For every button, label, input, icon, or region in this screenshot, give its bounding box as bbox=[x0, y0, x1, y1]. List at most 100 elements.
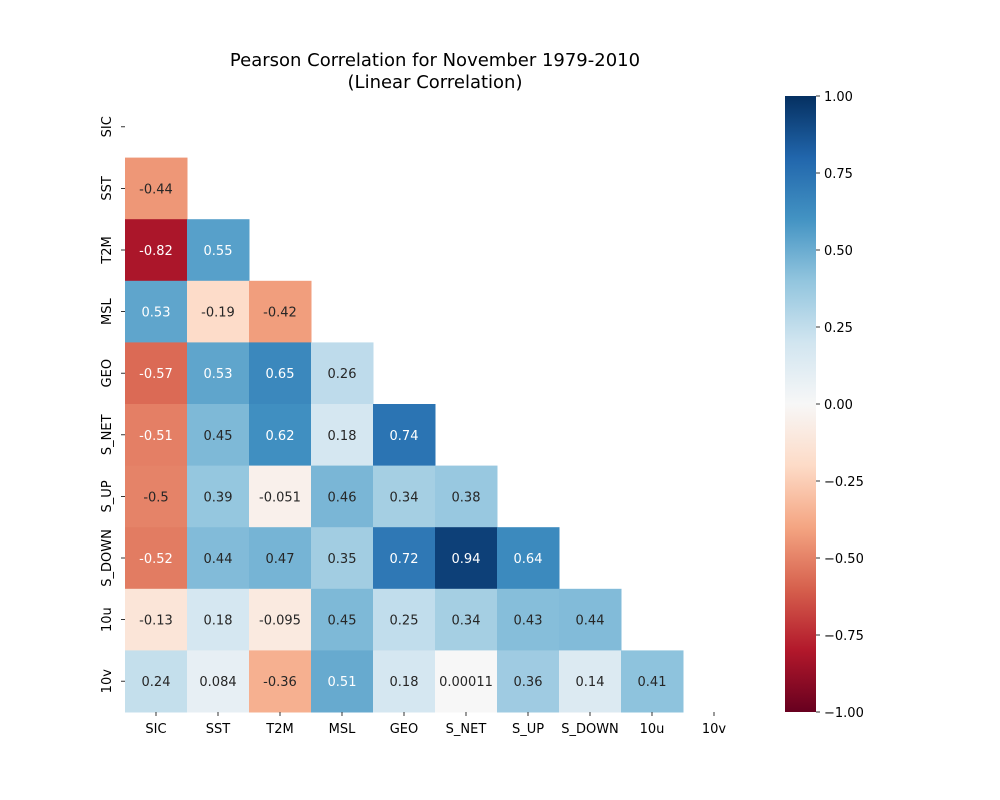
heatmap-cell-label-S_DOWN-SST: 0.44 bbox=[204, 552, 233, 567]
heatmap-cell-10u-SIC bbox=[125, 588, 188, 651]
y-tick-label-T2M: T2M bbox=[100, 236, 115, 264]
heatmap-cell-label-10u-GEO: 0.25 bbox=[390, 614, 419, 629]
heatmap-cell-S_DOWN-S_NET bbox=[435, 527, 498, 590]
heatmap-cell-label-10v-S_UP: 0.36 bbox=[514, 675, 543, 690]
heatmap-cell-label-S_DOWN-T2M: 0.47 bbox=[266, 552, 295, 567]
heatmap-cell-label-10v-T2M: -0.36 bbox=[263, 675, 297, 690]
heatmap-cell-GEO-SIC bbox=[125, 342, 188, 405]
y-tick-label-10u: 10u bbox=[100, 607, 115, 632]
heatmap-cell-S_DOWN-SST bbox=[187, 527, 250, 590]
heatmap-cell-GEO-SST bbox=[187, 342, 250, 405]
heatmap-cell-label-MSL-SST: -0.19 bbox=[201, 306, 235, 321]
x-tick-label-SST: SST bbox=[206, 722, 231, 737]
x-tick-label-S_NET: S_NET bbox=[446, 722, 487, 737]
heatmap-cell-GEO-MSL bbox=[311, 342, 374, 405]
heatmap-cell-S_NET-MSL bbox=[311, 404, 374, 467]
heatmap-cell-10u-GEO bbox=[373, 588, 436, 651]
heatmap-cell-label-T2M-SIC: -0.82 bbox=[139, 244, 173, 259]
heatmap-cell-label-10u-SIC: -0.13 bbox=[139, 614, 173, 629]
colorbar-tick-label: −0.75 bbox=[824, 629, 864, 644]
heatmap-cell-S_UP-GEO bbox=[373, 465, 436, 528]
heatmap-cell-S_UP-MSL bbox=[311, 465, 374, 528]
heatmap-cell-label-10v-S_NET: 0.00011 bbox=[439, 675, 493, 690]
x-tick-label-10v: 10v bbox=[702, 722, 727, 737]
colorbar-gradient bbox=[785, 96, 816, 712]
heatmap-cell-10v-SST bbox=[187, 650, 250, 713]
heatmap-cell-label-10u-MSL: 0.45 bbox=[328, 614, 357, 629]
x-tick-label-SIC: SIC bbox=[145, 722, 166, 737]
x-tick-label-T2M: T2M bbox=[265, 722, 293, 737]
heatmap-cell-label-10v-SIC: 0.24 bbox=[142, 675, 171, 690]
heatmap-cell-label-S_DOWN-MSL: 0.35 bbox=[328, 552, 357, 567]
heatmap-cell-label-10v-MSL: 0.51 bbox=[328, 675, 357, 690]
y-tick-label-MSL: MSL bbox=[100, 297, 115, 324]
y-tick-label-S_UP: S_UP bbox=[100, 480, 115, 512]
x-tick-label-10u: 10u bbox=[640, 722, 665, 737]
heatmap-cell-10u-T2M bbox=[249, 588, 312, 651]
heatmap-cell-label-S_UP-S_NET: 0.38 bbox=[452, 490, 481, 505]
heatmap-cell-label-S_NET-T2M: 0.62 bbox=[266, 429, 295, 444]
heatmap-cell-S_NET-SST bbox=[187, 404, 250, 467]
y-tick-label-S_DOWN: S_DOWN bbox=[100, 529, 115, 587]
heatmap-cell-10v-S_DOWN bbox=[559, 650, 622, 713]
heatmap-cell-10u-S_NET bbox=[435, 588, 498, 651]
heatmap-cell-label-S_NET-MSL: 0.18 bbox=[328, 429, 357, 444]
heatmap-cell-10v-S_UP bbox=[497, 650, 560, 713]
heatmap-cell-S_DOWN-SIC bbox=[125, 527, 188, 590]
heatmap-cell-S_UP-S_NET bbox=[435, 465, 498, 528]
heatmap-cell-label-GEO-T2M: 0.65 bbox=[266, 367, 295, 382]
heatmap-cell-MSL-T2M bbox=[249, 280, 312, 343]
x-tick-label-GEO: GEO bbox=[390, 722, 419, 737]
heatmap-cell-10v-S_NET bbox=[435, 650, 498, 713]
colorbar: 1.00 0.75 0.50 0.25 0.00 −0.25 −0.50 −0.75 −1.00 bbox=[785, 90, 864, 721]
heatmap-cell-label-S_DOWN-S_NET: 0.94 bbox=[452, 552, 481, 567]
heatmap-cell-MSL-SST bbox=[187, 280, 250, 343]
x-axis-tick-labels: SIC SST T2M MSL GEO S_NET S_UP S_DOWN 10u 10v bbox=[145, 712, 726, 737]
heatmap-cell-T2M-SST bbox=[187, 219, 250, 282]
heatmap-cell-10u-S_UP bbox=[497, 588, 560, 651]
chart-subtitle: (Linear Correlation) bbox=[348, 72, 523, 93]
heatmap-cell-label-S_NET-GEO: 0.74 bbox=[390, 429, 419, 444]
heatmap-cell-T2M-SIC bbox=[125, 219, 188, 282]
heatmap-cell-S_DOWN-T2M bbox=[249, 527, 312, 590]
heatmap-grid: -0.44 -0.82 0.55 0.53 -0.19 -0.42 -0.57 0.53 0.6… bbox=[125, 157, 684, 713]
heatmap-cell-label-S_NET-SIC: -0.51 bbox=[139, 429, 173, 444]
heatmap-cell-S_UP-T2M bbox=[249, 465, 312, 528]
colorbar-tick-label: 0.50 bbox=[824, 244, 853, 259]
colorbar-tick-label: −0.50 bbox=[824, 552, 864, 567]
heatmap-cell-label-S_UP-SIC: -0.5 bbox=[143, 490, 168, 505]
heatmap-cell-GEO-T2M bbox=[249, 342, 312, 405]
heatmap-cell-label-S_UP-SST: 0.39 bbox=[204, 490, 233, 505]
heatmap-cell-label-10v-GEO: 0.18 bbox=[390, 675, 419, 690]
heatmap-cell-S_UP-SIC bbox=[125, 465, 188, 528]
x-tick-label-S_DOWN: S_DOWN bbox=[561, 722, 619, 737]
heatmap-cell-10u-MSL bbox=[311, 588, 374, 651]
x-tick-label-MSL: MSL bbox=[329, 722, 356, 737]
heatmap-cell-label-GEO-SST: 0.53 bbox=[204, 367, 233, 382]
heatmap-cell-SST-SIC bbox=[125, 157, 188, 220]
heatmap-cell-S_DOWN-MSL bbox=[311, 527, 374, 590]
heatmap-cell-label-S_UP-MSL: 0.46 bbox=[328, 490, 357, 505]
heatmap-cell-label-10u-SST: 0.18 bbox=[204, 614, 233, 629]
heatmap-cell-S_NET-GEO bbox=[373, 404, 436, 467]
heatmap-cell-label-S_DOWN-GEO: 0.72 bbox=[390, 552, 419, 567]
heatmap-cell-label-S_DOWN-SIC: -0.52 bbox=[139, 552, 173, 567]
y-tick-label-SIC: SIC bbox=[100, 116, 115, 137]
heatmap-cell-label-10v-SST: 0.084 bbox=[199, 675, 236, 690]
heatmap-cell-label-S_NET-SST: 0.45 bbox=[204, 429, 233, 444]
heatmap-cell-S_NET-SIC bbox=[125, 404, 188, 467]
heatmap-cell-MSL-SIC bbox=[125, 280, 188, 343]
heatmap-cell-10u-SST bbox=[187, 588, 250, 651]
heatmap-cell-label-GEO-SIC: -0.57 bbox=[139, 367, 173, 382]
heatmap-cell-label-GEO-MSL: 0.26 bbox=[328, 367, 357, 382]
heatmap-cell-label-S_UP-T2M: -0.051 bbox=[259, 490, 301, 505]
heatmap-cell-10v-10u bbox=[621, 650, 684, 713]
heatmap-cell-S_DOWN-S_UP bbox=[497, 527, 560, 590]
heatmap-cell-label-SST-SIC: -0.44 bbox=[139, 182, 173, 197]
heatmap-cell-label-10u-S_DOWN: 0.44 bbox=[576, 614, 605, 629]
heatmap-cell-10v-GEO bbox=[373, 650, 436, 713]
heatmap-cell-label-10u-S_NET: 0.34 bbox=[452, 614, 481, 629]
heatmap-cell-label-10u-S_UP: 0.43 bbox=[514, 614, 543, 629]
heatmap-cell-10v-MSL bbox=[311, 650, 374, 713]
